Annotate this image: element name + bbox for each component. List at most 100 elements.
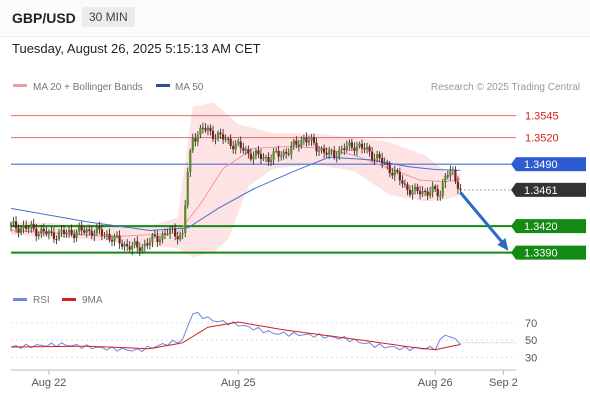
candle-body: [42, 228, 45, 232]
candle-body: [426, 191, 429, 196]
x-tick-label: Aug 22: [31, 377, 66, 389]
candle-body: [388, 164, 391, 174]
candle-body: [20, 228, 23, 233]
candle-body: [275, 150, 278, 152]
candle-body: [115, 235, 119, 237]
candle-body: [451, 169, 454, 171]
candle-body: [431, 186, 434, 193]
candle-body: [269, 159, 273, 163]
projection-arrow-shaft: [459, 191, 506, 246]
level-label-1.3545: 1.3545: [525, 111, 559, 123]
candle-body: [65, 232, 68, 234]
candle-body: [242, 147, 245, 151]
candle-body: [229, 138, 232, 146]
candle-body: [456, 181, 460, 189]
ma9-legend-swatch: [62, 298, 76, 301]
bollinger-band: [11, 102, 461, 257]
candle-body: [363, 148, 366, 150]
x-tick-label: Aug 25: [221, 377, 256, 389]
candle-body: [146, 243, 149, 246]
candle-body: [418, 191, 422, 195]
candle-body: [406, 184, 409, 191]
candle-body: [206, 127, 210, 131]
candle-body: [73, 234, 76, 238]
candle-body: [421, 191, 424, 195]
candle-body: [196, 134, 199, 142]
candle-body: [305, 137, 308, 143]
candle-body: [201, 127, 204, 129]
candle-body: [244, 149, 247, 151]
rsi-legend-swatch: [13, 298, 27, 301]
candle-body: [237, 141, 240, 144]
candle-body: [282, 151, 285, 156]
candle-body: [17, 228, 20, 233]
candle-body: [199, 127, 202, 135]
candle-body: [47, 231, 50, 235]
candle-body: [297, 144, 300, 147]
candle-body: [323, 148, 326, 153]
candle-body: [317, 150, 321, 152]
datetime-label: Tuesday, August 26, 2025 5:15:13 AM CET: [12, 41, 261, 56]
candle-body: [27, 227, 30, 229]
candle-body: [343, 148, 346, 151]
candle-body: [302, 137, 305, 141]
candle-body: [325, 152, 328, 155]
candle-body: [176, 236, 179, 240]
candle-body: [370, 151, 374, 160]
candle-body: [239, 141, 242, 148]
candle-body: [85, 229, 88, 233]
candle-body: [386, 162, 389, 165]
candle-body: [35, 228, 38, 237]
level-label-1.3420: 1.3420: [524, 221, 558, 233]
candle-body: [259, 154, 263, 160]
level-tag-notch: [511, 219, 516, 234]
candle-body: [290, 145, 293, 155]
candle-body: [174, 228, 177, 237]
candle-body: [12, 221, 15, 224]
candle-body: [90, 230, 93, 236]
level-tag-notch: [511, 157, 516, 172]
candle-body: [158, 239, 162, 242]
candle-body: [161, 233, 164, 240]
candle-body: [95, 226, 98, 234]
candle-body: [209, 127, 212, 131]
candle-body: [398, 171, 401, 181]
candle-body: [310, 137, 313, 141]
ma50-line: [10, 156, 461, 232]
candle-body: [148, 242, 151, 246]
candle-body: [441, 182, 444, 196]
candle-body: [413, 186, 417, 191]
candle-body: [156, 235, 159, 242]
candle-body: [204, 128, 207, 131]
candle-body: [62, 229, 66, 234]
candle-body: [355, 146, 359, 151]
candle-body: [320, 148, 323, 151]
x-axis: Aug 22 Aug 25 Aug 26 Sep 2: [31, 370, 518, 389]
candle-body: [136, 241, 139, 248]
candle-body: [70, 229, 73, 235]
candle-body: [353, 147, 356, 151]
candle-body: [315, 143, 318, 152]
candle-body: [224, 138, 227, 140]
candle-body: [247, 149, 250, 154]
candle-body: [88, 229, 91, 231]
candle-body: [234, 143, 237, 150]
candle-body: [214, 138, 217, 140]
candle-body: [408, 190, 412, 195]
candle-body: [211, 130, 215, 139]
candle-body: [67, 229, 71, 233]
candle-body: [383, 162, 386, 164]
candle-body: [219, 132, 222, 135]
candle-body: [30, 224, 33, 228]
candle-body: [335, 156, 338, 158]
candle-body: [108, 233, 111, 240]
timeframe-button[interactable]: 30 MIN: [82, 7, 135, 27]
candle-body: [340, 148, 343, 150]
candle-body: [252, 155, 255, 160]
candle-body: [264, 157, 268, 159]
candle-body: [287, 153, 290, 155]
candle-body: [143, 243, 146, 247]
candle-body: [381, 157, 384, 164]
candle-body: [338, 149, 341, 157]
